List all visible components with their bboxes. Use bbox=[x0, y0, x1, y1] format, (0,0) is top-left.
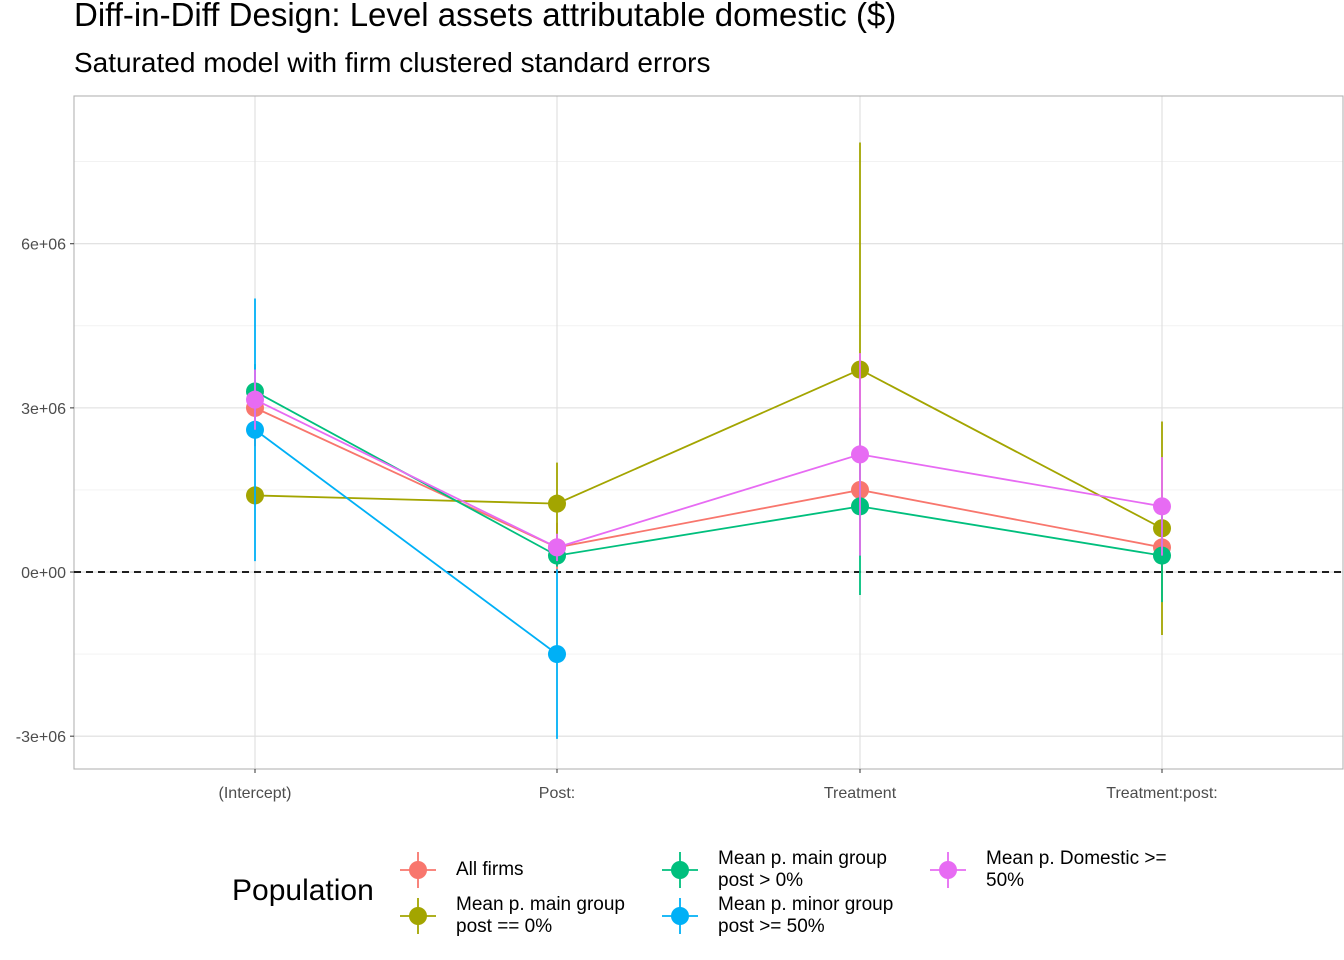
series-group bbox=[246, 142, 1171, 635]
panel-frame bbox=[73, 95, 1344, 770]
grid-lines bbox=[74, 96, 1343, 769]
y-tick-label: 0e+00 bbox=[21, 565, 66, 582]
legend-key-point bbox=[409, 861, 427, 879]
data-point bbox=[548, 538, 566, 557]
legend-label: Mean p. Domestic >= 50% bbox=[986, 848, 1167, 891]
legend-title: Population bbox=[232, 874, 374, 907]
panel-border bbox=[73, 95, 1344, 770]
chart-subtitle: Saturated model with firm clustered stan… bbox=[74, 47, 711, 78]
series-group bbox=[246, 369, 1171, 573]
series-group bbox=[246, 364, 1171, 603]
series-line bbox=[254, 429, 558, 655]
legend-key-icon bbox=[400, 898, 436, 934]
x-axis-ticks: (Intercept) Post: Treatment Treatment:post: bbox=[219, 769, 1218, 802]
series-line bbox=[254, 398, 1163, 549]
legend-key-icon bbox=[400, 852, 436, 888]
y-tick-label: 3e+06 bbox=[21, 401, 66, 418]
x-tick-label: Treatment:post: bbox=[1106, 785, 1217, 802]
data-point bbox=[1153, 497, 1171, 516]
legend-key-point bbox=[671, 861, 689, 879]
legend-key-point bbox=[409, 907, 427, 925]
x-tick-label: Treatment bbox=[824, 785, 897, 802]
data-point bbox=[851, 445, 869, 464]
legend-key-icon bbox=[662, 852, 698, 888]
legend-label: Mean p. main group post > 0% bbox=[718, 848, 887, 891]
legend-label: Mean p. minor group post >= 50% bbox=[718, 894, 894, 937]
legend-key-point bbox=[939, 861, 957, 879]
y-axis-ticks: -3e+06 0e+00 3e+06 6e+06 bbox=[16, 237, 74, 746]
y-tick-label: -3e+06 bbox=[16, 729, 66, 746]
chart-title: Diff-in-Diff Design: Level assets attrib… bbox=[74, 0, 897, 33]
series-group bbox=[246, 298, 566, 739]
y-tick-label: 6e+06 bbox=[21, 237, 66, 254]
series-group bbox=[246, 353, 1171, 562]
data-point bbox=[548, 494, 566, 513]
legend-key-icon bbox=[930, 852, 966, 888]
legend: Population All firms Mean p. main group p… bbox=[232, 848, 1232, 948]
legend-key-point bbox=[671, 907, 689, 925]
series-line bbox=[254, 407, 1163, 549]
data-point bbox=[548, 645, 566, 664]
legend-key-icon bbox=[662, 898, 698, 934]
x-tick-label: Post: bbox=[539, 785, 575, 802]
series-line bbox=[254, 368, 1163, 530]
legend-label: Mean p. main group post == 0% bbox=[456, 894, 625, 937]
legend-label: All firms bbox=[456, 859, 524, 880]
x-tick-label: (Intercept) bbox=[219, 785, 292, 802]
series-layer bbox=[246, 142, 1171, 739]
data-point bbox=[246, 390, 264, 409]
